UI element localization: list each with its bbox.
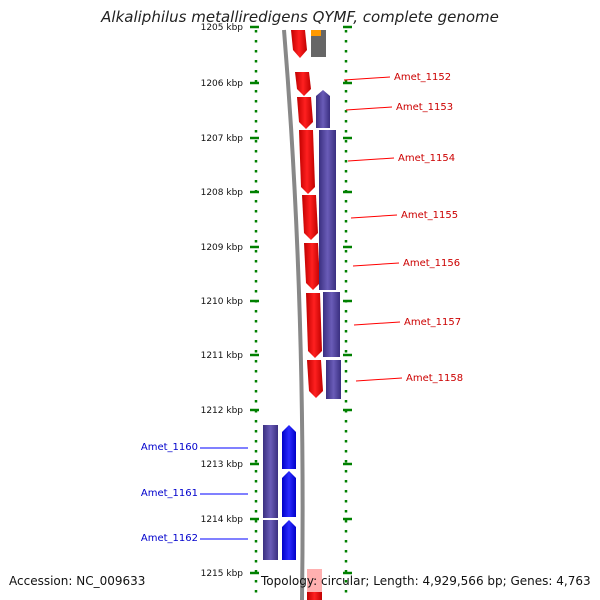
gene-label-amet-1156[interactable]: Amet_1156 — [403, 258, 460, 269]
grey-gene-partial-top[interactable] — [311, 30, 326, 57]
gene-label-leader — [350, 214, 398, 219]
gene-amet-1157[interactable] — [306, 293, 322, 358]
reverse-genes-left — [263, 425, 296, 560]
gene-purple-d[interactable] — [326, 360, 341, 399]
reverse-genes-right — [316, 90, 341, 399]
gene-label-leader — [347, 157, 395, 162]
gene-label-leader — [355, 377, 403, 382]
forward-gene-partial-top[interactable] — [291, 30, 307, 58]
left-gene-labels: Amet_1160 Amet_1161 Amet_1162 — [141, 442, 248, 544]
kbp-axis: 1205 kbp 1206 kbp 1207 kbp 1208 kbp 1209 kbp… — [201, 23, 352, 579]
top-partial-genes — [291, 30, 326, 58]
forward-genes — [295, 72, 323, 398]
axis-tick-label: 1209 kbp — [201, 243, 244, 253]
topology-text: Topology: circular; Length: 4,929,566 bp… — [261, 574, 591, 588]
axis-tick-label: 1210 kbp — [201, 297, 244, 307]
gene-label-leader — [343, 76, 391, 81]
gene-purple-a[interactable] — [316, 90, 330, 128]
gene-amet-1156[interactable] — [304, 243, 320, 290]
right-gene-labels: Amet_1152 Amet_1153 Amet_1154 Amet_1155 Amet… — [343, 72, 463, 384]
red-gene-partial-bottom[interactable] — [307, 592, 322, 600]
axis-tick-label: 1207 kbp — [201, 134, 244, 144]
gene-amet-1160[interactable] — [282, 425, 296, 469]
gene-purple-left-a[interactable] — [263, 425, 278, 518]
gene-amet-1161[interactable] — [282, 471, 296, 517]
gene-label-amet-1152[interactable]: Amet_1152 — [394, 72, 451, 83]
genome-title: Alkaliphilus metalliredigens QYMF, compl… — [101, 8, 499, 26]
gene-amet-1153[interactable] — [297, 97, 313, 129]
axis-tick-label: 1206 kbp — [201, 79, 244, 89]
axis-tick-label: 1214 kbp — [201, 515, 244, 525]
gene-label-amet-1160[interactable]: Amet_1160 — [141, 442, 198, 453]
gene-label-leader — [345, 106, 393, 111]
axis-tick-label: 1213 kbp — [201, 460, 244, 470]
gene-amet-1158[interactable] — [307, 360, 323, 398]
accession-text: Accession: NC_009633 — [9, 574, 146, 588]
axis-tick-label: 1208 kbp — [201, 188, 244, 198]
gene-label-amet-1153[interactable]: Amet_1153 — [396, 102, 453, 113]
axis-tick-label: 1215 kbp — [201, 569, 244, 579]
gene-label-amet-1154[interactable]: Amet_1154 — [398, 153, 455, 164]
gene-label-amet-1161[interactable]: Amet_1161 — [141, 488, 198, 499]
orange-gene-partial-top[interactable] — [311, 30, 321, 36]
gene-purple-c[interactable] — [323, 292, 340, 357]
gene-label-amet-1157[interactable]: Amet_1157 — [404, 317, 461, 328]
gene-amet-1154[interactable] — [299, 130, 315, 194]
gene-label-leader — [353, 321, 401, 326]
genome-backbone — [282, 29, 305, 600]
gene-label-amet-1162[interactable]: Amet_1162 — [141, 533, 198, 544]
gene-amet-1162[interactable] — [282, 520, 296, 560]
bottom-partial-gene — [307, 569, 322, 600]
gene-label-amet-1155[interactable]: Amet_1155 — [401, 210, 458, 221]
axis-tick-label: 1205 kbp — [201, 23, 244, 33]
gene-amet-1155[interactable] — [302, 195, 318, 240]
axis-tick-label: 1211 kbp — [201, 351, 244, 361]
gene-purple-left-b[interactable] — [263, 520, 278, 560]
gene-amet-1152[interactable] — [295, 72, 311, 96]
gene-label-leader — [352, 262, 400, 267]
gene-label-amet-1158[interactable]: Amet_1158 — [406, 373, 463, 384]
gene-purple-b[interactable] — [319, 130, 336, 290]
axis-tick-label: 1212 kbp — [201, 406, 244, 416]
